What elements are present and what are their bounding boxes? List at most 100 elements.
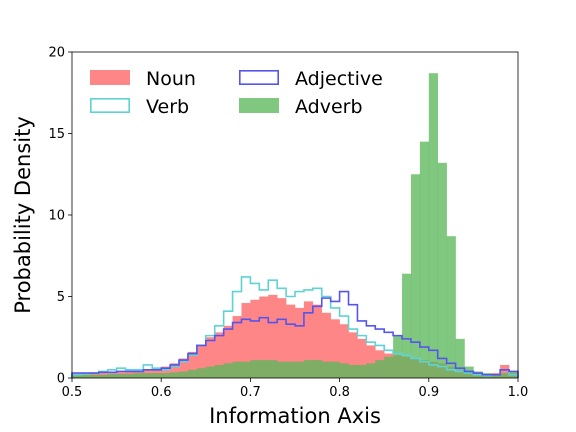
noun-bar bbox=[205, 337, 216, 378]
adverb-bar bbox=[384, 356, 394, 378]
noun-bar bbox=[295, 307, 305, 378]
x-tick-label: 0.6 bbox=[151, 385, 172, 400]
adverb-bar bbox=[116, 373, 126, 378]
adverb-bar bbox=[312, 360, 323, 378]
adverb-bar bbox=[455, 338, 465, 378]
adverb-bar bbox=[241, 361, 251, 378]
adverb-bar bbox=[250, 360, 260, 378]
x-tick-label: 0.5 bbox=[62, 385, 83, 400]
adverb-bar bbox=[196, 368, 207, 378]
adverb-bar bbox=[375, 360, 385, 378]
y-tick-label: 0 bbox=[57, 372, 65, 387]
legend-swatch-adverb bbox=[239, 98, 279, 113]
noun-bar bbox=[303, 301, 314, 378]
adverb-bar bbox=[402, 273, 412, 378]
legend-label-adverb: Adverb bbox=[295, 96, 363, 118]
y-tick-label: 5 bbox=[57, 290, 65, 305]
adverb-bar bbox=[428, 73, 439, 378]
adverb-bar bbox=[170, 372, 180, 378]
noun-bar bbox=[348, 332, 358, 378]
adverb-bar bbox=[437, 162, 447, 378]
adverb-bar bbox=[348, 364, 358, 378]
adverb-bar bbox=[295, 361, 305, 378]
x-tick-label: 0.7 bbox=[240, 385, 261, 400]
adverb-bar bbox=[330, 361, 340, 378]
adverb-bar bbox=[205, 366, 216, 378]
y-axis-label: Probability Density bbox=[11, 116, 35, 314]
noun-bar bbox=[500, 364, 510, 378]
adverb-bar bbox=[464, 366, 474, 378]
adjective-step-line bbox=[71, 290, 519, 378]
histogram-steps bbox=[71, 276, 519, 378]
x-axis-label: Information Axis bbox=[209, 404, 381, 428]
noun-bar bbox=[161, 366, 171, 378]
x-axis-ticks: 0.5 0.6 0.7 0.8 0.9 1.0 bbox=[62, 378, 529, 400]
adverb-bar bbox=[223, 363, 233, 378]
x-tick-label: 0.9 bbox=[418, 385, 439, 400]
noun-bar bbox=[223, 325, 233, 378]
adverb-bar bbox=[214, 364, 224, 378]
noun-bar bbox=[232, 316, 242, 378]
legend-label-noun: Noun bbox=[146, 68, 196, 90]
adverb-bar bbox=[125, 373, 135, 378]
noun-bar bbox=[268, 294, 278, 378]
adverb-bar bbox=[259, 360, 269, 378]
adverb-bar bbox=[80, 374, 91, 378]
adverb-bar bbox=[89, 374, 100, 378]
legend-swatch-noun bbox=[90, 70, 130, 85]
legend: Noun Verb Adjective Adverb bbox=[90, 68, 383, 118]
adverb-bar bbox=[321, 361, 331, 378]
adverb-bar bbox=[339, 363, 349, 378]
adverb-bar bbox=[179, 371, 189, 378]
y-axis-ticks: 0 5 10 15 20 bbox=[48, 46, 72, 387]
adverb-bar bbox=[419, 141, 430, 378]
adverb-bar bbox=[491, 374, 501, 378]
noun-bar bbox=[330, 319, 340, 378]
noun-bar bbox=[170, 363, 180, 378]
adverb-bar bbox=[161, 373, 171, 378]
adverb-bar bbox=[143, 373, 153, 378]
noun-bar bbox=[196, 345, 207, 378]
noun-bar bbox=[179, 358, 189, 378]
noun-bar bbox=[250, 299, 260, 378]
adverb-bar bbox=[72, 374, 82, 378]
adverb-bar bbox=[500, 373, 510, 378]
adverb-bar bbox=[366, 363, 376, 378]
adverb-bar bbox=[277, 361, 287, 378]
noun-bar bbox=[259, 296, 269, 378]
x-tick-label: 0.8 bbox=[329, 385, 350, 400]
adverb-bar bbox=[410, 174, 421, 378]
adverb-bar bbox=[98, 374, 108, 378]
adverb-bar bbox=[152, 373, 162, 378]
noun-bar bbox=[241, 303, 251, 378]
histogram-bars bbox=[72, 73, 519, 378]
legend-swatch-verb bbox=[90, 98, 131, 114]
noun-bar bbox=[366, 345, 376, 378]
adverb-bars bbox=[72, 73, 519, 378]
legend-label-verb: Verb bbox=[146, 96, 189, 118]
adverb-bar bbox=[303, 360, 314, 378]
y-tick-label: 20 bbox=[48, 46, 65, 61]
adverb-bar bbox=[268, 360, 278, 378]
adverb-bar bbox=[187, 369, 198, 378]
adverb-bar bbox=[357, 364, 367, 378]
y-tick-label: 10 bbox=[48, 209, 65, 224]
adverb-bar bbox=[232, 361, 242, 378]
x-tick-label: 1.0 bbox=[508, 385, 529, 400]
adverb-bar bbox=[107, 373, 117, 378]
adverb-bar bbox=[134, 373, 144, 378]
adverb-bar bbox=[286, 361, 296, 378]
noun-bar bbox=[339, 324, 349, 378]
noun-bar bbox=[214, 332, 224, 378]
noun-bar bbox=[277, 298, 287, 378]
noun-bar bbox=[321, 312, 331, 378]
verb-step-line bbox=[71, 276, 519, 378]
adverb-bar bbox=[393, 335, 403, 378]
noun-bar bbox=[286, 304, 296, 378]
adverb-bar bbox=[446, 236, 456, 378]
noun-bar bbox=[187, 351, 198, 378]
legend-swatch-adjective bbox=[239, 70, 280, 86]
noun-bar bbox=[357, 338, 367, 378]
legend-label-adjective: Adjective bbox=[295, 68, 383, 90]
